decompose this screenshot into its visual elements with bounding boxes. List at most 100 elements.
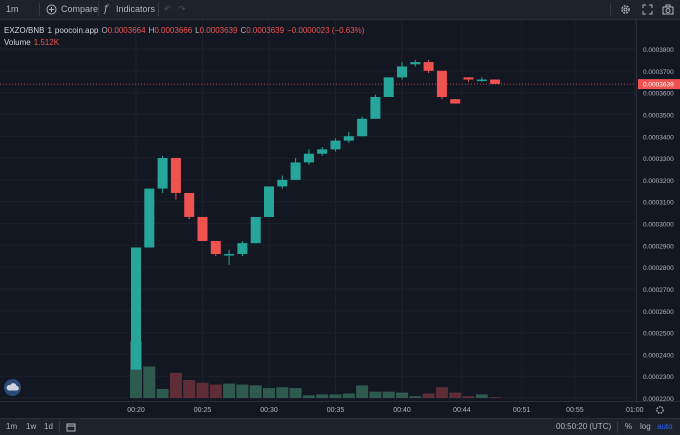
time-tick-label: 00:40 bbox=[393, 407, 411, 414]
legend-symbol[interactable]: EXZO/BNB bbox=[4, 26, 45, 35]
price-tick-label: 0.0003200 bbox=[643, 178, 674, 185]
candle-body bbox=[210, 240, 221, 255]
time-axis-labels: 00:20 00:25 00:30 00:35 00:40 00:44 00:51 00:55… bbox=[127, 407, 644, 414]
current-price-label: 0.0003639 bbox=[643, 82, 674, 89]
log-toggle[interactable]: log bbox=[640, 422, 651, 431]
candle-body bbox=[463, 77, 474, 80]
price-tick-label: 0.0003600 bbox=[643, 91, 674, 98]
price-tick-label: 0.0003300 bbox=[643, 156, 674, 163]
candle-body bbox=[397, 66, 407, 78]
interval-button[interactable]: 1m bbox=[6, 4, 19, 14]
time-tick-label: 00:20 bbox=[127, 407, 145, 414]
camera-icon[interactable] bbox=[662, 4, 674, 15]
volume-label: Volume bbox=[4, 38, 31, 47]
axis-settings-icon[interactable] bbox=[655, 405, 665, 415]
range-1w[interactable]: 1w bbox=[26, 422, 37, 431]
candle-body bbox=[303, 153, 314, 163]
price-tick-label: 0.0003800 bbox=[643, 47, 674, 54]
time-tick-label: 00:25 bbox=[194, 407, 212, 414]
candle-body bbox=[144, 188, 155, 248]
volume-bar bbox=[356, 385, 369, 398]
legend-main-row: EXZO/BNB 1 poocoin.app O0.0003664 H0.0003666… bbox=[4, 25, 367, 36]
volume-bar bbox=[342, 393, 355, 398]
time-axis[interactable]: 00:20 00:25 00:30 00:35 00:40 00:44 00:51 00:55… bbox=[0, 401, 680, 418]
legend-high-value: 0.0003666 bbox=[154, 26, 193, 35]
time-tick-label: 00:44 bbox=[453, 407, 471, 414]
compare-label: Compare bbox=[61, 4, 99, 14]
volume-bar bbox=[369, 391, 382, 398]
candle-body bbox=[423, 62, 434, 71]
candle-body bbox=[436, 70, 447, 97]
price-tick-label: 0.0002200 bbox=[643, 396, 674, 401]
candle-body bbox=[383, 77, 394, 97]
price-tick-label: 0.0002500 bbox=[643, 331, 674, 338]
volume-bar bbox=[196, 382, 209, 398]
volume-bar bbox=[183, 380, 196, 398]
percent-toggle[interactable]: % bbox=[625, 422, 633, 431]
fullscreen-icon[interactable] bbox=[642, 4, 653, 15]
add-icon bbox=[46, 4, 57, 15]
time-tick-label: 00:55 bbox=[566, 407, 584, 414]
candle-body bbox=[157, 158, 168, 189]
indicators-label: Indicators bbox=[116, 4, 156, 14]
toolbar-divider bbox=[39, 3, 40, 16]
top-toolbar: 1m Compare f Indicators ↶ ↷ bbox=[0, 0, 680, 20]
legend-interval: 1 bbox=[47, 26, 52, 35]
volume-bar bbox=[209, 384, 222, 398]
current-price-badge bbox=[638, 79, 680, 90]
candle-body bbox=[131, 247, 141, 370]
time-tick-label: 00:51 bbox=[513, 407, 531, 414]
bottombar-divider bbox=[617, 421, 618, 433]
compare-button[interactable]: Compare bbox=[46, 0, 98, 19]
legend-low-value: 0.0003639 bbox=[199, 26, 238, 35]
candle-body bbox=[330, 140, 341, 150]
function-icon: f bbox=[104, 4, 108, 15]
candle-body bbox=[410, 62, 421, 65]
date-range-icon[interactable] bbox=[66, 422, 76, 432]
indicators-button[interactable]: f Indicators bbox=[104, 0, 156, 19]
candle-body bbox=[290, 162, 301, 180]
toolbar-divider bbox=[158, 3, 159, 16]
time-tick-label: 01:00 bbox=[626, 407, 644, 414]
bottombar-divider bbox=[59, 421, 60, 433]
tradingview-logo-icon[interactable] bbox=[4, 379, 21, 396]
volume-bar bbox=[462, 396, 475, 398]
clock-time[interactable]: 00:50:20 (UTC) bbox=[556, 422, 612, 431]
candlestick-chart bbox=[0, 20, 636, 401]
candle-body bbox=[317, 149, 328, 154]
settings-icon[interactable] bbox=[620, 4, 631, 15]
undo-icon[interactable]: ↶ bbox=[164, 4, 172, 14]
volume-bar bbox=[249, 385, 262, 398]
chart-legend: EXZO/BNB 1 poocoin.app O0.0003664 H0.0003666… bbox=[4, 25, 367, 48]
candle-body bbox=[370, 96, 381, 119]
candle-body bbox=[170, 158, 181, 193]
price-axis[interactable]: 0.0003800 0.0003700 0.0003600 0.0003500 0.00… bbox=[636, 20, 680, 401]
volume-bar bbox=[169, 372, 182, 398]
price-tick-label: 0.0003500 bbox=[643, 112, 674, 119]
price-tick-label: 0.0002300 bbox=[643, 374, 674, 381]
legend-low-label: L bbox=[195, 26, 200, 35]
volume-bar bbox=[396, 392, 408, 398]
auto-toggle[interactable]: auto bbox=[657, 422, 673, 431]
volume-bar bbox=[302, 395, 315, 398]
legend-change: −0.0000023 (−0.63%) bbox=[287, 26, 365, 35]
range-1m[interactable]: 1m bbox=[6, 422, 18, 431]
range-1d[interactable]: 1d bbox=[44, 422, 53, 431]
volume-bar bbox=[289, 388, 302, 398]
volume-bar bbox=[449, 392, 462, 398]
price-tick-label: 0.0003100 bbox=[643, 200, 674, 207]
redo-icon[interactable]: ↷ bbox=[178, 4, 186, 14]
volume-bar bbox=[475, 394, 488, 398]
volume-bar bbox=[409, 396, 422, 398]
volume-bar bbox=[435, 387, 448, 398]
price-tick-label: 0.0002600 bbox=[643, 309, 674, 316]
candle-body bbox=[343, 136, 354, 141]
candle-body bbox=[250, 216, 261, 244]
candle-body bbox=[450, 99, 461, 104]
legend-volume-row: Volume 1.512K bbox=[4, 37, 367, 48]
chart-pane[interactable] bbox=[0, 20, 636, 401]
legend-close-value: 0.0003639 bbox=[246, 26, 285, 35]
candle-body bbox=[184, 192, 195, 217]
bottom-toolbar: 1m 1w 1d 00:50:20 (UTC) % log auto bbox=[0, 418, 680, 435]
volume-bar bbox=[263, 388, 275, 398]
